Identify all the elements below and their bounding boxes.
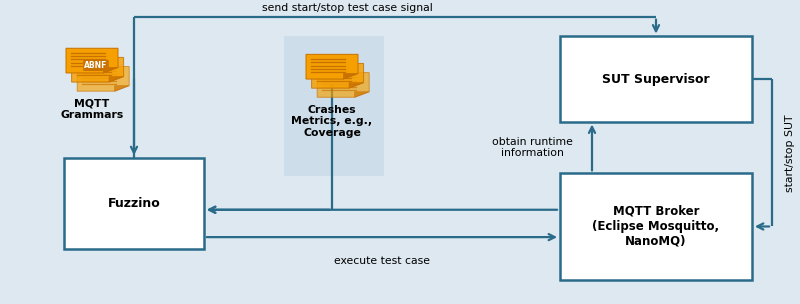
Polygon shape [349, 83, 363, 88]
Text: start/stop SUT: start/stop SUT [785, 114, 794, 192]
FancyBboxPatch shape [64, 158, 204, 249]
Text: Crashes
Metrics, e.g.,
Coverage: Crashes Metrics, e.g., Coverage [291, 105, 373, 138]
FancyBboxPatch shape [284, 36, 384, 176]
Polygon shape [77, 67, 130, 91]
Polygon shape [109, 77, 124, 82]
Polygon shape [66, 48, 118, 73]
Polygon shape [306, 54, 358, 79]
Polygon shape [354, 92, 370, 97]
Text: Fuzzino: Fuzzino [108, 197, 160, 210]
Text: MQTT
Grammars: MQTT Grammars [60, 99, 124, 120]
FancyBboxPatch shape [560, 173, 752, 280]
Polygon shape [72, 57, 124, 82]
Text: MQTT Broker
(Eclipse Mosquitto,
NanoMQ): MQTT Broker (Eclipse Mosquitto, NanoMQ) [593, 205, 719, 248]
Polygon shape [114, 86, 130, 91]
Polygon shape [343, 74, 358, 79]
Text: ABNF: ABNF [84, 61, 108, 70]
Polygon shape [317, 73, 370, 97]
Polygon shape [311, 64, 363, 88]
Text: execute test case: execute test case [334, 257, 430, 266]
FancyBboxPatch shape [560, 36, 752, 122]
Text: SUT Supervisor: SUT Supervisor [602, 73, 710, 85]
Text: obtain runtime
information: obtain runtime information [491, 136, 573, 158]
Text: send start/stop test case signal: send start/stop test case signal [262, 3, 432, 12]
Polygon shape [103, 67, 118, 73]
